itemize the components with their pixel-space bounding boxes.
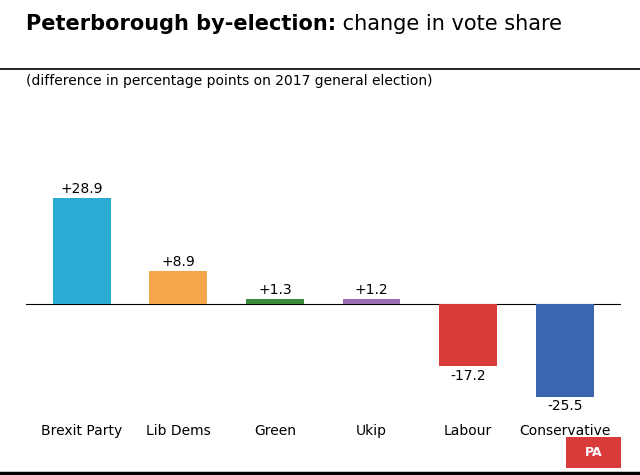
Text: PA: PA — [585, 446, 602, 459]
Bar — [536, 304, 594, 397]
Bar — [149, 271, 207, 304]
Bar — [342, 299, 401, 304]
Text: +28.9: +28.9 — [60, 182, 103, 196]
Text: change in vote share: change in vote share — [336, 14, 562, 34]
Bar — [246, 299, 304, 304]
Text: +1.2: +1.2 — [355, 283, 388, 297]
Text: Peterborough by-election:: Peterborough by-election: — [26, 14, 336, 34]
Text: (difference in percentage points on 2017 general election): (difference in percentage points on 2017… — [26, 74, 432, 87]
Text: -25.5: -25.5 — [547, 399, 582, 413]
Text: +1.3: +1.3 — [258, 283, 292, 297]
Bar — [52, 198, 111, 304]
Text: +8.9: +8.9 — [161, 255, 195, 269]
Text: -17.2: -17.2 — [451, 369, 486, 383]
Bar — [439, 304, 497, 367]
